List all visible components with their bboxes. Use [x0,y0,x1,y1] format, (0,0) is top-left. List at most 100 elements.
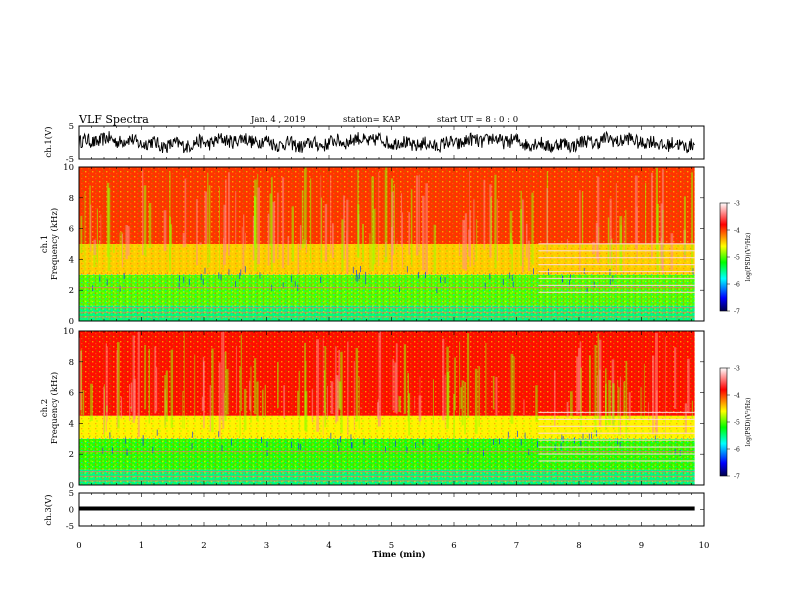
ch1-spectrogram-low-level-spike [99,275,101,282]
ch1-spectrogram-low-level-spike [484,282,486,289]
ch1-spectrogram-burst-streak [609,198,612,264]
ch1-spectrogram-low-level-spike [259,272,261,279]
ch1-spectrogram-low-level-spike [123,272,125,280]
ch2-colorbar-label: log(PSD)(V²/Hz) [745,398,752,447]
ch1-spectrogram-lowband-texture [79,271,695,321]
ch1-spectrogram-burst-streak [245,232,246,251]
ch1-spectrogram-burst-streak [96,208,98,265]
ch1-spectrogram-feature-line [538,264,695,266]
ch1-spectrogram-burst-streak [401,212,403,268]
ch2-spectrogram-burst-streak [378,331,382,427]
ch2-spectrogram-low-level-spike [192,431,194,438]
ch2-spectrogram-burst-streak [597,333,600,420]
x-tick-label: 8 [576,541,581,551]
ch2-spectrogram-burst-streak [164,374,166,428]
ch1-spectrogram-low-level-spike [320,276,322,283]
ch2-spectrogram-burst-streak [340,351,343,434]
ch2-spectrogram-burst-streak [419,376,421,426]
y-tick-label: -5 [66,522,74,532]
ch2-spectrogram-low-level-spike [467,447,469,455]
x-tick-label: 4 [326,541,331,551]
ch2-spectrogram-burst-streak [513,356,515,412]
ch1-spectrogram-burst-streak [625,209,627,252]
ch2-spectrogram-low-level-spike [266,450,268,457]
ch1-spectrogram-burst-streak [303,167,307,245]
ch2-spectrogram-burst-streak [674,347,677,409]
ch1-spectrogram-burst-streak [670,233,674,270]
ch2-spectrogram-narrowband-line [79,471,695,473]
ch1-spectrogram-burst-streak [142,169,144,256]
ch2-spectrogram-burst-streak [687,358,690,414]
ch2-spectrogram-burst-streak [414,397,416,410]
ch2-spectrogram-burst-streak [394,362,397,413]
y-tick-label: 0 [69,481,74,491]
ch1-spectrogram-burst-streak [433,224,437,274]
ch1-spectrogram-burst-streak [362,223,364,262]
ch2-spectrogram-burst-streak [311,389,314,423]
ch2-spectrogram-burst-streak [464,382,467,435]
ch1-spectrogram-burst-streak [90,204,92,252]
ch2-spectrogram-burst-streak [605,368,607,431]
ch2-spectrogram-burst-streak [628,392,631,421]
ch2-spectrogram-burst-streak [478,366,480,427]
y-tick-label: 0 [69,506,74,516]
ch1-spectrogram-feature-line [538,257,695,259]
ch1-spectrogram-low-level-spike [561,276,563,283]
ch2-spectrogram-burst-streak [335,346,337,424]
ch1-spectrogram-low-level-spike [294,280,296,287]
ch2-spectrogram-burst-streak [116,350,118,428]
ch2-spectrogram-burst-streak [144,344,146,410]
chart-title: VLF Spectra [79,113,149,126]
ch1-spectrogram-low-level-spike [92,285,94,292]
ch1-spectrogram-burst-streak [615,183,617,275]
ch1-spectrogram-burst-streak [184,178,187,247]
ch1-spectrogram-low-level-spike [444,276,446,284]
ch1-spectrogram-burst-streak [390,226,393,272]
ch2-spectrogram-low-level-spike [363,438,365,446]
ch1-spectrogram-burst-streak [252,215,255,261]
ch2-spectrogram-burst-streak [395,343,398,414]
ch1-spectrogram-burst-streak [410,189,413,266]
ch1-spectrogram-burst-streak [121,233,124,268]
ch1-spectrogram-burst-streak [462,219,466,270]
ch2-spectrogram-burst-streak [648,402,649,422]
ch2-spectrogram-burst-streak [183,333,185,429]
ch2-spectrogram-low-level-spike [561,434,563,441]
ch1-spectrogram-burst-streak [204,191,207,245]
ch1-spectrogram-burst-streak [235,190,237,245]
ch1-spectrogram-low-level-spike [365,278,367,285]
ch2-spectrogram-burst-streak [130,382,133,412]
ch1-spectrogram-low-level-spike [436,286,438,294]
ch2-spectrogram-burst-streak [218,362,221,437]
ch2-spectrogram-burst-streak [403,344,407,414]
ch2-spectrogram-burst-streak [330,381,334,414]
ch1-spectrogram-low-level-spike [365,271,367,278]
ch2-spectrogram-burst-streak [211,348,214,433]
y-tick-label: 0 [69,317,74,327]
ch2-spectrogram-burst-streak [644,363,645,418]
colorbar-tick-label: -3 [734,366,740,373]
ch1-spectrogram-burst-streak [222,238,224,270]
ch2-spectrogram-burst-streak [523,399,525,416]
ch2-spectrogram-burst-streak [566,401,569,418]
ch2-spectrogram-feature-line [538,446,695,448]
y-tick-label: 10 [63,163,74,173]
ch1-spectrogram-low-level-spike [282,282,284,289]
ch1-spectrogram-low-level-spike [290,275,292,282]
ch1-spectrogram-burst-streak [84,191,86,271]
ch1-spectrogram-low-level-spike [179,275,180,282]
ch1-spectrogram-burst-streak [225,179,227,253]
ch1-spectrogram-low-level-spike [489,273,491,280]
ch1-spectrogram-burst-streak [281,177,285,269]
ch2-spectrogram-burst-streak [103,386,105,435]
ch1-spectrogram-low-level-spike [204,267,206,274]
ch1-spectrogram-burst-streak [303,239,305,249]
ch2-spectrogram-low-level-spike [537,441,538,448]
ch2-spectrogram-low-level-spike [350,442,352,449]
colorbar-tick-label: -4 [734,228,740,235]
ch3-waveform-ylabel: ch.3(V) [43,494,54,525]
ch1-spectrogram-low-level-spike [609,278,611,285]
ch2-spectrogram-burst-streak [398,396,401,412]
ch2-spectrogram-burst-streak [129,406,132,409]
ch2-spectrogram-burst-streak [338,381,342,410]
